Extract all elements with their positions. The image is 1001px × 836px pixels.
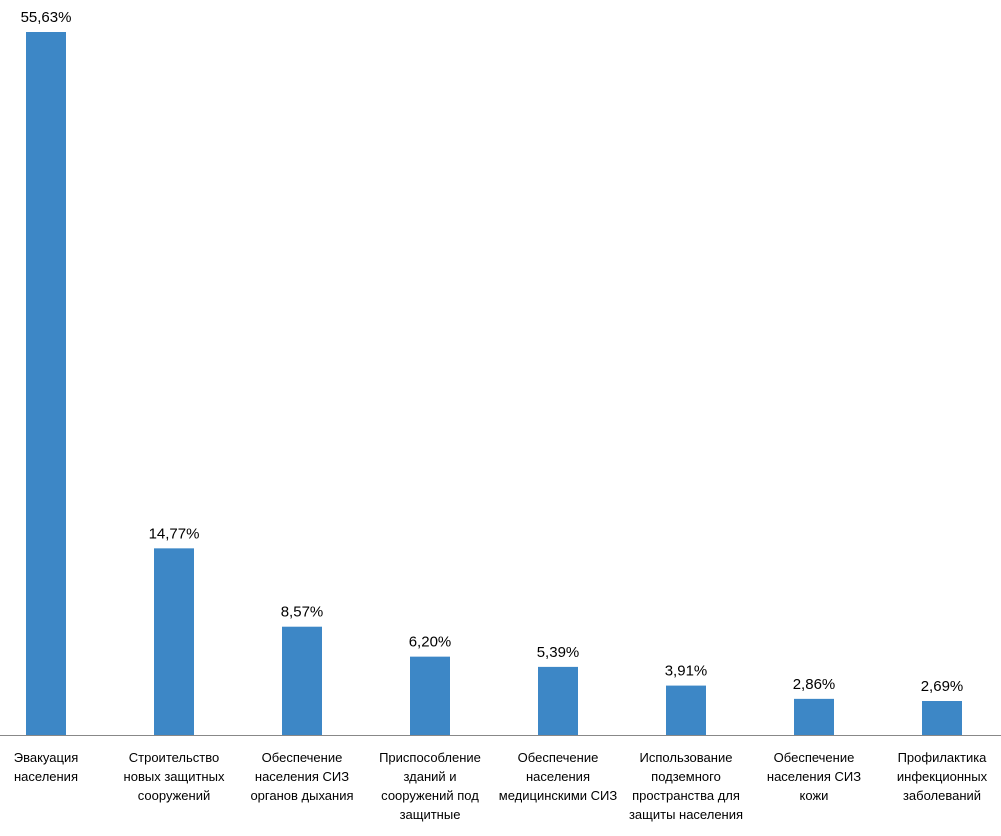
x-tick-label: Профилактика инфекционных заболеваний xyxy=(896,750,988,803)
value-label: 5,39% xyxy=(537,644,580,661)
x-tick-label: Приспособление зданий и сооружений под з… xyxy=(379,750,481,822)
value-label: 2,86% xyxy=(793,676,836,693)
value-label: 6,20% xyxy=(409,634,452,651)
bar xyxy=(410,656,450,735)
bar xyxy=(26,32,66,735)
x-tick-label: Обеспечение населения СИЗ органов дыхани… xyxy=(250,750,354,803)
bar xyxy=(794,698,834,735)
value-label: 2,69% xyxy=(921,678,964,695)
x-tick-label: Эвакуация населения xyxy=(13,750,79,784)
value-label: 55,63% xyxy=(21,9,72,26)
x-tick-label: Обеспечение населения СИЗ кожи xyxy=(766,750,862,803)
bar xyxy=(922,701,962,735)
value-label: 3,91% xyxy=(665,663,708,680)
value-label: 8,57% xyxy=(281,604,324,621)
x-tick-label: Строительство новых защитных сооружений xyxy=(123,750,225,803)
value-label: 14,77% xyxy=(149,525,200,542)
bar xyxy=(666,685,706,735)
bar xyxy=(154,548,194,735)
x-tick-label: Использование подземного пространства дл… xyxy=(628,750,744,822)
bar xyxy=(282,626,322,735)
bar xyxy=(538,666,578,735)
x-tick-label: Обеспечение населения медицинскими СИЗ xyxy=(498,750,618,803)
